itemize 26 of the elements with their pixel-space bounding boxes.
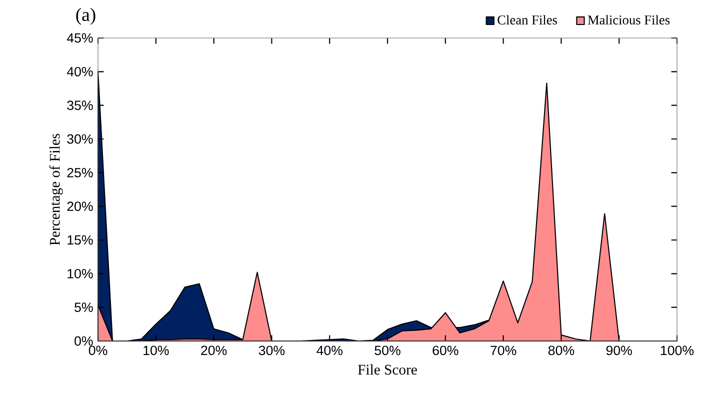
x-tick-label: 50%	[374, 346, 400, 356]
legend-label: Malicious Files	[588, 15, 670, 24]
y-tick-label: 35%	[67, 100, 93, 110]
y-tick-label: 5%	[74, 302, 93, 312]
legend-label: Clean Files	[498, 15, 557, 24]
x-tick-label: 70%	[490, 346, 516, 356]
y-tick-label: 40%	[66, 66, 93, 76]
x-tick-label: 90%	[606, 346, 632, 356]
y-tick-label: 0%	[74, 336, 93, 346]
y-tick-label: 15%	[68, 235, 93, 245]
x-tick-label: 80%	[548, 346, 574, 356]
x-axis-title: File Score	[358, 364, 417, 375]
x-tick-label: 10%	[144, 346, 169, 356]
y-axis-title: Percentage of Files	[49, 134, 63, 246]
y-tick-label: 30%	[67, 134, 93, 144]
chart-title: (a)	[76, 8, 96, 25]
x-tick-label: 100%	[660, 346, 694, 356]
x-tick-label: 30%	[258, 346, 285, 356]
y-tick-label: 45%	[66, 33, 93, 43]
y-tick-label: 10%	[68, 268, 93, 278]
x-tick-label: 60%	[432, 346, 458, 356]
x-tick-label: 0%	[88, 346, 108, 356]
y-tick-label: 25%	[67, 168, 93, 178]
x-tick-label: 40%	[316, 346, 342, 356]
y-tick-label: 20%	[67, 202, 93, 212]
x-tick-label: 20%	[201, 346, 227, 356]
